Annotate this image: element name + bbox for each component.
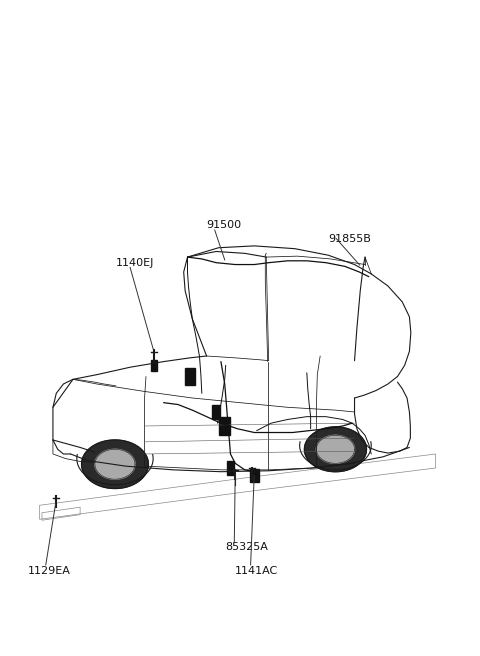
Text: 1129EA: 1129EA	[28, 565, 71, 575]
Text: 91500: 91500	[206, 220, 242, 230]
Polygon shape	[316, 436, 355, 463]
Polygon shape	[218, 417, 230, 436]
Text: 91855B: 91855B	[328, 234, 371, 244]
Text: 85325A: 85325A	[226, 543, 268, 552]
Polygon shape	[95, 449, 135, 479]
Polygon shape	[304, 427, 366, 472]
Polygon shape	[82, 440, 148, 489]
Polygon shape	[212, 405, 220, 419]
Polygon shape	[185, 368, 195, 385]
Text: 1140EJ: 1140EJ	[116, 258, 154, 268]
Polygon shape	[250, 469, 259, 482]
Polygon shape	[151, 359, 157, 371]
Text: 1141AC: 1141AC	[235, 565, 278, 575]
Polygon shape	[227, 461, 234, 474]
